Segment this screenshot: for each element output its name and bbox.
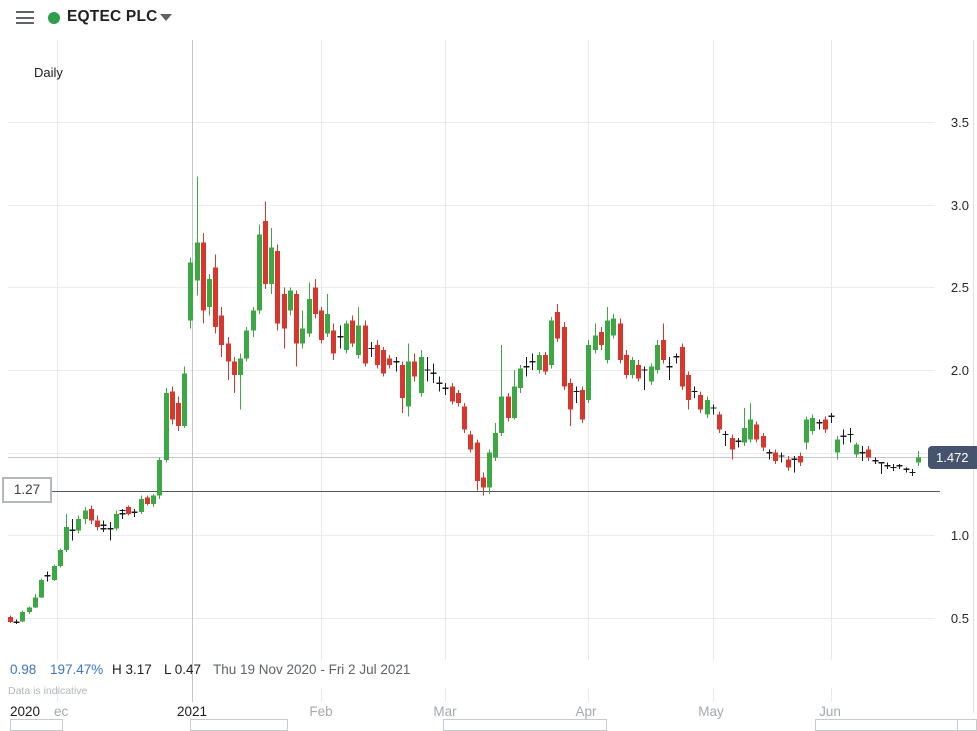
stat-low: L 0.47 bbox=[164, 662, 202, 677]
x-axis-label-2021: 2021 bbox=[176, 704, 208, 719]
chart-interval-label[interactable]: Daily bbox=[34, 65, 63, 80]
bottom-scrollbar-segment[interactable] bbox=[10, 719, 63, 731]
stat-high: H 3.17 bbox=[112, 662, 152, 677]
current-price-badge: 1.472 bbox=[928, 446, 977, 469]
hamburger-menu-icon[interactable] bbox=[16, 11, 36, 27]
x-axis-label-feb: Feb bbox=[309, 704, 333, 719]
y-axis-label: 1.0 bbox=[950, 528, 969, 544]
y-axis-label: 2.5 bbox=[950, 280, 969, 296]
price-level-label[interactable]: 1.27 bbox=[2, 477, 52, 503]
stat-open: 0.98 bbox=[10, 662, 37, 677]
x-axis-label-jun: Jun bbox=[819, 704, 841, 719]
y-axis-label: 2.0 bbox=[950, 363, 969, 378]
data-indicative-disclaimer: Data is indicative bbox=[8, 685, 88, 697]
market-status-dot-icon bbox=[48, 12, 60, 24]
y-axis-label: 0.5 bbox=[950, 611, 969, 626]
stat-date-range: Thu 19 Nov 2020 - Fri 2 Jul 2021 bbox=[213, 662, 411, 677]
bottom-scrollbar-segment[interactable] bbox=[443, 719, 607, 731]
instrument-title[interactable]: EQTEC PLC bbox=[67, 8, 158, 25]
chevron-down-icon[interactable] bbox=[160, 14, 172, 21]
y-axis-label: 3.5 bbox=[950, 115, 969, 130]
x-axis-label-2020: 2020 bbox=[10, 704, 41, 719]
x-axis-label-ec: ec bbox=[54, 704, 69, 719]
x-axis-label-mar: Mar bbox=[433, 704, 457, 719]
bottom-scrollbar-segment[interactable] bbox=[815, 719, 960, 731]
x-axis-label-may: May bbox=[698, 704, 724, 719]
x-axis-label-apr: Apr bbox=[575, 704, 597, 719]
app-header: EQTEC PLC bbox=[0, 0, 977, 38]
stat-change-pct: 197.47% bbox=[50, 662, 104, 677]
y-axis-label: 3.0 bbox=[950, 197, 969, 213]
bottom-scrollbar-segment[interactable] bbox=[190, 719, 288, 731]
bottom-scrollbar-corner[interactable] bbox=[957, 719, 977, 731]
